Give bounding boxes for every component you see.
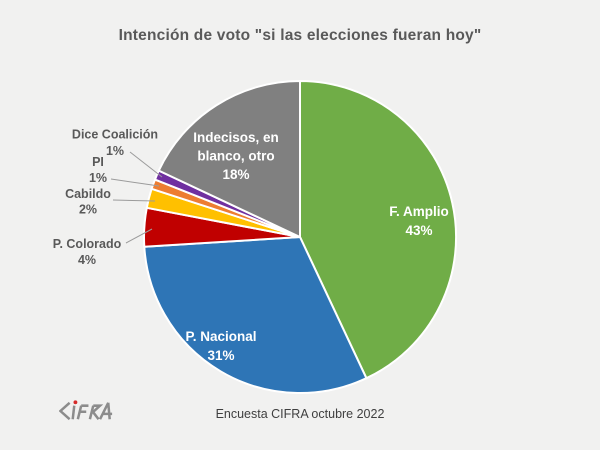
pie-slice-p-nacional (143, 236, 368, 395)
leader-line-dice-coalicion (129, 151, 163, 178)
pie-slice-indecisos-en-blanco-otro (157, 80, 301, 238)
pie-slice-f-amplio (299, 80, 458, 380)
logo-letter-i (71, 405, 76, 420)
slice-label-f-amplio: F. Amplio 43% (389, 204, 449, 238)
slice-label-dice-coalicion: Dice Coalición 1% (72, 128, 158, 159)
logo-letter-f (76, 404, 89, 420)
slice-label-indecisos-en-blanco-otro: Indecisos, en blanco, otro 18% (193, 130, 279, 182)
logo-letter-c (59, 401, 71, 421)
leader-line-pi (110, 178, 160, 187)
chart-title: Intención de voto "si las elecciones fue… (118, 27, 482, 44)
logo-letter-r (88, 404, 104, 420)
chart-caption: Encuesta CIFRA octubre 2022 (215, 407, 385, 421)
leader-line-p-colorado (125, 228, 153, 244)
slice-label-cabildo: Cabildo 2% (65, 187, 111, 217)
logo-red-dot (73, 400, 78, 405)
slice-label-p-nacional: P. Nacional 31% (185, 329, 256, 363)
slice-label-pi: PI 1% (89, 155, 107, 185)
slice-label-p-colorado: P. Colorado 4% (53, 237, 122, 267)
cifra-logo-letters (59, 401, 113, 421)
logo-letter-a (98, 402, 113, 420)
cifra-logo (59, 400, 113, 421)
leader-line-cabildo (112, 199, 156, 202)
